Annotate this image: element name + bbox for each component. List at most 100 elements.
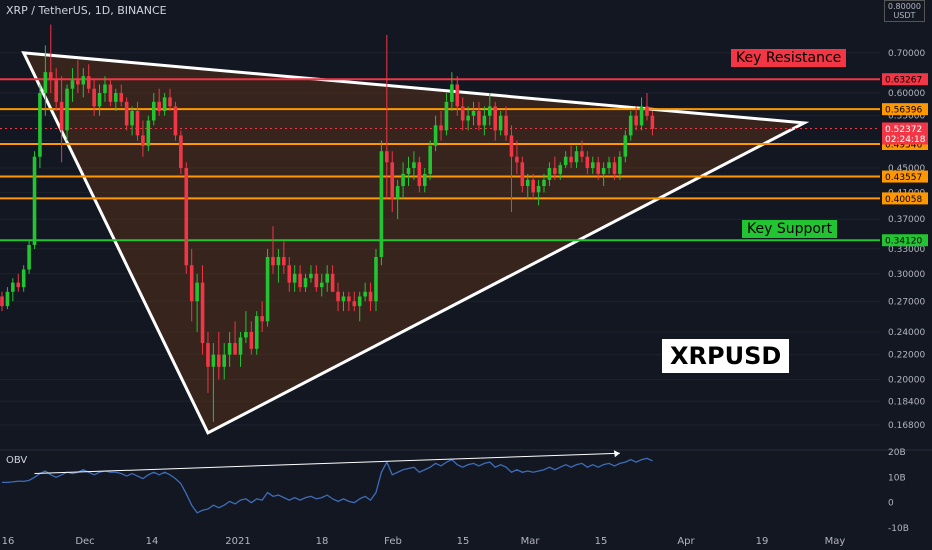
time-tick-label: 15 xyxy=(595,536,608,547)
candle-body xyxy=(298,273,302,288)
candle-body xyxy=(401,173,405,187)
time-tick-label: 14 xyxy=(146,536,159,547)
price-tick-label: 0.45000 xyxy=(888,164,925,174)
candle-body xyxy=(563,156,568,166)
obv-pane: 20B 10B 0 -10B xyxy=(0,448,932,534)
obv-trend-arrowhead xyxy=(613,450,620,458)
price-tick-label: 0.70000 xyxy=(888,49,925,59)
candle-body xyxy=(189,265,194,302)
candle-body xyxy=(368,291,373,302)
candle-body xyxy=(590,162,595,169)
candle-body xyxy=(48,72,53,81)
candle-body xyxy=(515,156,519,163)
candle-body xyxy=(558,165,563,174)
candle-body xyxy=(477,111,481,126)
candle-body xyxy=(569,156,573,163)
time-tick-label: Dec xyxy=(75,536,94,547)
candle-body xyxy=(634,115,638,126)
candle-body xyxy=(509,135,514,157)
candle-body xyxy=(276,256,281,266)
candle-body xyxy=(184,168,189,266)
candle-body xyxy=(352,301,357,307)
candle-body xyxy=(645,106,649,116)
time-tick-label: 16 xyxy=(2,536,15,547)
candle-body xyxy=(650,115,655,129)
candle-body xyxy=(422,173,427,187)
level-price-label: 0.34120 xyxy=(885,237,922,247)
candle-body xyxy=(406,168,411,174)
candle-body xyxy=(27,245,31,270)
candle-body xyxy=(5,291,10,307)
candle-body xyxy=(325,273,329,283)
level-price-tag xyxy=(882,234,928,247)
candle-body xyxy=(195,282,199,302)
candle-body xyxy=(114,93,118,102)
candle-body xyxy=(244,331,248,338)
candle-body xyxy=(11,282,15,292)
level-price-label: 0.40058 xyxy=(885,195,922,205)
grid-lines xyxy=(0,52,880,426)
candle-body xyxy=(260,316,264,322)
candle-body xyxy=(417,162,422,187)
level-price-label: 0.63267 xyxy=(885,76,922,86)
time-tick-label: 18 xyxy=(316,536,329,547)
candle-body xyxy=(200,282,205,344)
candle-body xyxy=(32,156,37,246)
level-price-label: 0.43557 xyxy=(885,173,922,183)
candle-body xyxy=(151,101,156,121)
time-axis: 16 Dec 14 2021 18 Feb 15 Mar 15 Apr 19 May xyxy=(2,536,846,547)
obv-tick-label: -10B xyxy=(888,524,909,534)
chart-title: XRP / TetherUS, 1D, BINANCE xyxy=(6,4,167,17)
candle-body xyxy=(233,343,237,355)
candle-body xyxy=(433,125,438,146)
candlestick-series xyxy=(0,24,655,422)
candle-body xyxy=(21,269,26,288)
candle-body xyxy=(612,162,617,174)
candle-body xyxy=(341,296,346,302)
last-price-value: 0.52372 xyxy=(885,125,922,135)
candle-body xyxy=(108,84,113,102)
candle-body xyxy=(319,282,324,288)
candle-body xyxy=(460,106,465,121)
price-tick-label: 0.37000 xyxy=(888,215,925,225)
price-tick-label: 0.18400 xyxy=(888,397,925,407)
price-tick-label: 0.30000 xyxy=(888,270,925,280)
candle-body xyxy=(309,273,313,279)
candle-body xyxy=(38,93,42,157)
candle-body xyxy=(330,273,335,292)
candle-body xyxy=(374,256,378,302)
candle-body xyxy=(81,76,86,85)
price-tick-label: 0.55000 xyxy=(888,112,925,122)
candle-body xyxy=(54,80,58,102)
time-tick-label: 2021 xyxy=(225,536,250,547)
time-tick-label: Mar xyxy=(521,536,541,547)
candle-body xyxy=(585,156,590,169)
time-tick-label: 15 xyxy=(457,536,470,547)
candle-body xyxy=(217,354,221,367)
candle-body xyxy=(130,111,134,126)
candle-body xyxy=(607,162,611,169)
candle-body xyxy=(287,265,292,283)
candle-body xyxy=(385,151,389,163)
price-tick-label: 0.16800 xyxy=(888,421,925,431)
level-price-tag xyxy=(882,73,928,86)
level-price-label: 0.49346 xyxy=(885,141,922,151)
candle-body xyxy=(65,88,69,131)
price-tick-label: 0.27000 xyxy=(888,297,925,307)
candle-body xyxy=(173,106,178,136)
candle-body xyxy=(628,115,633,136)
candle-body xyxy=(601,168,606,174)
candle-body xyxy=(639,106,644,126)
obv-tick-label: 10B xyxy=(888,473,906,483)
candle-body xyxy=(623,135,628,157)
candle-body xyxy=(379,151,384,257)
price-tick-label: 0.33000 xyxy=(888,245,925,255)
currency-badge[interactable]: 0.80000 USDT xyxy=(883,0,925,22)
level-price-label: 0.56396 xyxy=(885,106,922,116)
candle-body xyxy=(357,296,362,307)
candle-body xyxy=(76,80,80,85)
candle-body xyxy=(282,256,286,266)
candle-body xyxy=(97,93,102,107)
candle-body xyxy=(206,343,210,367)
